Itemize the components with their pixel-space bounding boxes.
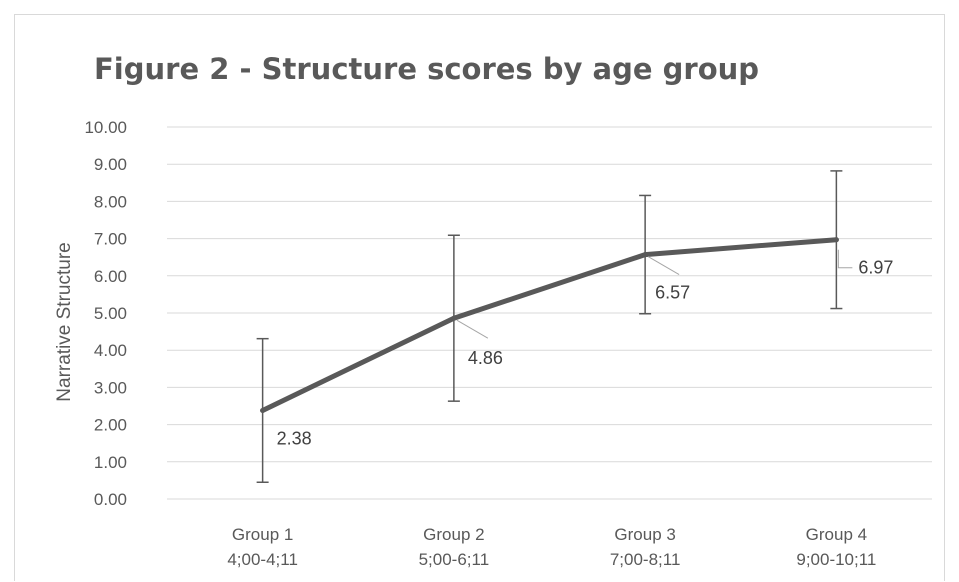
x-tick-label: Group 3 — [614, 525, 675, 544]
x-tick-label: 5;00-6;11 — [419, 550, 490, 569]
x-tick-label: 7;00-8;11 — [610, 550, 681, 569]
y-tick-label: 10.00 — [84, 118, 127, 137]
x-tick-labels: Group 1 4;00-4;11 Group 2 5;00-6;11 Group 3 7… — [227, 525, 876, 569]
data-point — [833, 237, 839, 243]
x-tick-label: Group 1 — [232, 525, 293, 544]
x-tick-label: Group 2 — [423, 525, 484, 544]
y-tick-label: 3.00 — [94, 378, 127, 397]
data-point — [451, 315, 457, 321]
y-tick-label: 0.00 — [94, 490, 127, 509]
data-series — [260, 237, 839, 413]
data-point — [642, 252, 648, 258]
y-tick-label: 2.00 — [94, 416, 127, 435]
data-point — [260, 407, 266, 413]
data-label: 6.57 — [655, 283, 690, 303]
y-tick-label: 5.00 — [94, 304, 127, 323]
y-tick-labels: 0.00 1.00 2.00 3.00 4.00 5.00 6.00 7.00 8.00 9.00… — [84, 118, 127, 509]
data-label: 6.97 — [858, 258, 893, 278]
y-tick-label: 6.00 — [94, 267, 127, 286]
data-label-leader — [456, 319, 489, 339]
chart-frame: Figure 2 - Structure scores by age group… — [14, 14, 945, 581]
y-tick-label: 1.00 — [94, 453, 127, 472]
gridlines — [167, 126, 932, 500]
x-tick-label: 4;00-4;11 — [227, 550, 298, 569]
x-tick-label: Group 4 — [806, 525, 867, 544]
y-tick-label: 4.00 — [94, 341, 127, 360]
x-tick-label: 9;00-10;11 — [796, 550, 876, 569]
y-axis-label: Narrative Structure — [54, 242, 75, 401]
data-labels: 2.38 4.86 6.57 6.97 — [277, 249, 893, 448]
y-tick-label: 8.00 — [94, 192, 127, 211]
chart-title: Figure 2 - Structure scores by age group — [94, 52, 759, 86]
y-tick-label: 9.00 — [94, 155, 127, 174]
data-label: 4.86 — [468, 348, 503, 368]
line-chart: Figure 2 - Structure scores by age group… — [54, 52, 932, 569]
series-line — [260, 237, 839, 413]
y-tick-label: 7.00 — [94, 230, 127, 249]
data-label-leader — [837, 249, 853, 269]
error-bars — [256, 170, 843, 484]
data-label: 2.38 — [277, 428, 312, 448]
data-label-leader — [647, 256, 680, 276]
